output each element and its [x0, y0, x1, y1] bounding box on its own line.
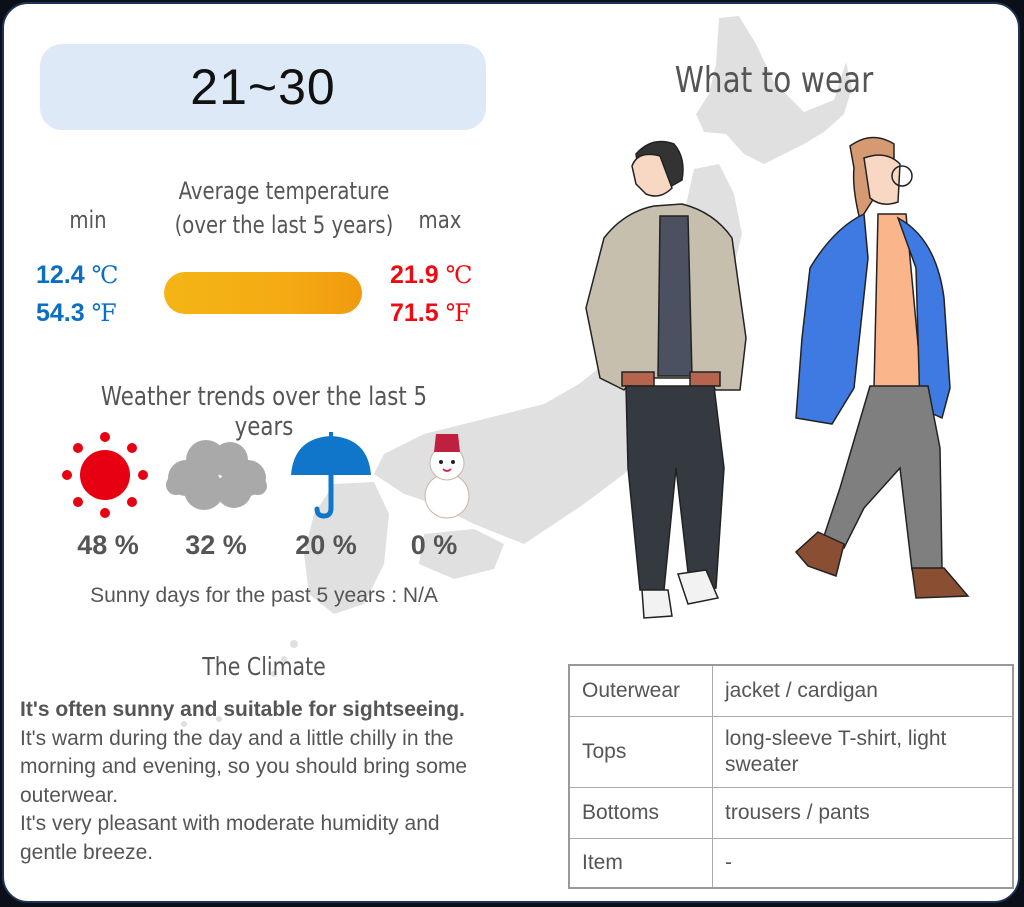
weather-trends-title: Weather trends over the last 5 years [100, 382, 428, 442]
max-label: max [418, 206, 462, 234]
cloud-icon [166, 440, 267, 510]
category-cell: Outerwear [568, 664, 713, 717]
value-cell: long-sleeve T-shirt, light sweater [712, 716, 1014, 788]
table-row: Tops long-sleeve T-shirt, light sweater [568, 716, 1014, 788]
climate-title: The Climate [202, 652, 326, 681]
celsius-unit: ℃ [445, 261, 473, 289]
value-cell: - [712, 838, 1014, 889]
what-to-wear-title: What to wear [674, 60, 874, 101]
average-temperature-subtitle: (over the last 5 years) [174, 211, 394, 239]
snowy-percent: 0 % [410, 530, 458, 560]
sunny-percent: 48 % [77, 530, 139, 560]
umbrella-icon [291, 432, 371, 519]
rainy-percent: 20 % [295, 530, 357, 560]
celsius-unit: ℃ [91, 261, 119, 289]
category-cell: Tops [568, 716, 713, 788]
climate-body-1: It's warm during the day and a little ch… [20, 726, 468, 807]
sun-icon [62, 432, 148, 518]
min-label: min [69, 206, 107, 234]
sunny-days-note: Sunny days for the past 5 years : N/A [90, 584, 438, 607]
value-cell: jacket / cardigan [712, 664, 1014, 717]
cloudy-percent: 32 % [185, 530, 247, 560]
climate-lead: It's often sunny and suitable for sights… [20, 698, 465, 721]
clothing-table: Outerwear jacket / cardigan Tops long-sl… [568, 664, 1014, 889]
table-row: Item - [568, 838, 1014, 889]
climate-description: It's often sunny and suitable for sights… [20, 696, 520, 867]
outfit-illustration [585, 136, 970, 619]
fahrenheit-unit: ℉ [445, 299, 471, 327]
category-cell: Item [568, 838, 713, 889]
min-temperature: 12.4 ℃ 54.3 ℉ [36, 256, 118, 332]
category-cell: Bottoms [568, 787, 713, 839]
table-row: Outerwear jacket / cardigan [568, 664, 1014, 717]
min-temp-celsius: 12.4 [36, 261, 85, 289]
temperature-range-value: 21~30 [190, 59, 336, 115]
max-temp-celsius: 21.9 [390, 261, 439, 289]
max-temp-fahrenheit: 71.5 [390, 299, 439, 327]
average-temperature-heading: Average temperature (over the last 5 yea… [124, 174, 444, 242]
average-temperature-title: Average temperature [178, 177, 390, 205]
fahrenheit-unit: ℉ [91, 299, 117, 327]
temperature-range-bar [164, 272, 362, 314]
climate-body-2: It's very pleasant with moderate humidit… [20, 812, 440, 864]
min-temp-fahrenheit: 54.3 [36, 299, 85, 327]
snowman-icon [424, 434, 470, 519]
temperature-range-badge: 21~30 [40, 44, 486, 130]
value-cell: trousers / pants [712, 787, 1014, 839]
table-row: Bottoms trousers / pants [568, 787, 1014, 839]
max-temperature: 21.9 ℃ 71.5 ℉ [390, 256, 472, 332]
